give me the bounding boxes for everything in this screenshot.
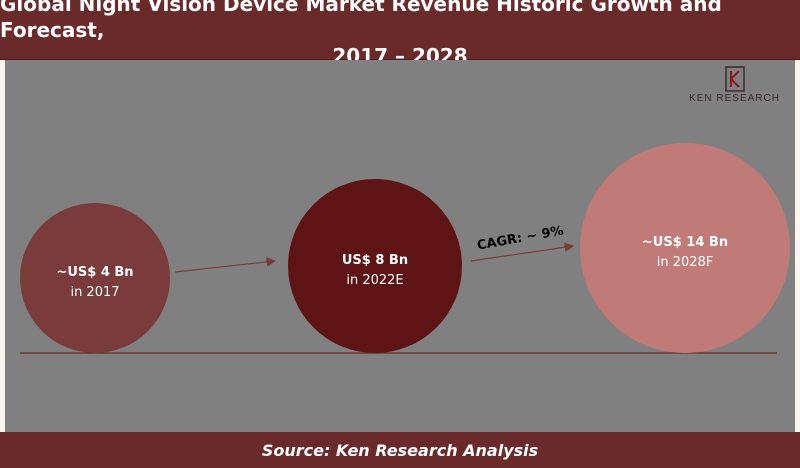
value-label-2022e: US$ 8 Bn <box>342 253 408 268</box>
source-note: Source: Ken Research Analysis <box>261 440 539 460</box>
chart-title: Global Night Vision Device Market Revenu… <box>0 0 722 42</box>
year-label-2017: in 2017 <box>70 285 119 300</box>
source-bar: Source: Ken Research Analysis <box>0 432 800 468</box>
chart-panel: ~US$ 4 Bn in 2017 US$ 8 Bn in 2022E ~US$ 14 … <box>5 60 795 432</box>
logo-mark-icon <box>725 66 745 92</box>
bubble-2022e <box>288 179 462 353</box>
growth-arrow-1 <box>174 257 277 273</box>
title-bar: Global Night Vision Device Market Revenu… <box>0 0 800 68</box>
bubble-2017 <box>20 203 170 353</box>
year-label-2022e: in 2022E <box>346 273 403 288</box>
logo-text: KEN RESEARCH <box>689 93 780 104</box>
bubble-chart: ~US$ 4 Bn in 2017 US$ 8 Bn in 2022E ~US$ 14 … <box>20 143 790 354</box>
bubble-2028f <box>580 143 790 353</box>
ken-research-logo: KEN RESEARCH <box>672 66 797 106</box>
growth-arrow-2 <box>470 242 575 262</box>
year-label-2028f: in 2028F <box>657 255 714 270</box>
value-label-2017: ~US$ 4 Bn <box>56 265 133 280</box>
value-label-2028f: ~US$ 14 Bn <box>642 235 728 250</box>
